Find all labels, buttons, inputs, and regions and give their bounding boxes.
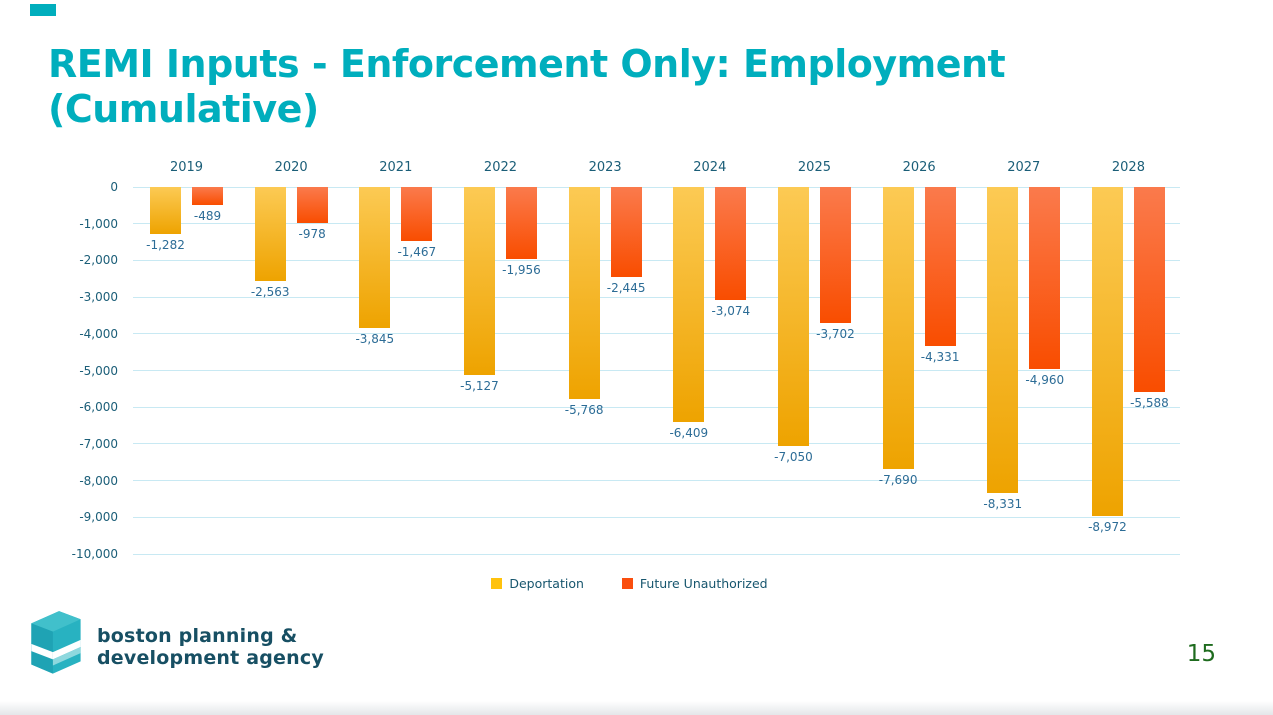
bar-value-label-deportation-2021: -3,845 [355,332,395,347]
bar-value-label-future-unauthorized-2019: -489 [193,208,222,223]
gridline [133,259,1180,261]
x-axis-year-label: 2024 [693,160,727,175]
x-axis-year-label: 2023 [588,160,622,175]
bar-value-label-deportation-2026: -7,690 [878,473,918,488]
bar-value-label-deportation-2024: -6,409 [669,426,709,441]
bar-future-unauthorized-2027 [1029,187,1061,370]
x-axis-year-label: 2025 [797,160,831,175]
bpda-logo: boston planning & development agency [28,608,324,686]
footer-gradient [0,701,1273,715]
y-axis-tick-label: -4,000 [79,326,118,341]
bar-value-label-future-unauthorized-2021: -1,467 [397,244,437,259]
gridline [133,443,1180,445]
y-axis-tick-label: -5,000 [79,363,118,378]
chart-legend: Deportation Future Unauthorized [106,576,1153,591]
bar-deportation-2022 [463,187,495,376]
x-axis-year-label: 2019 [169,160,204,175]
bar-value-label-future-unauthorized-2026: -4,331 [920,349,960,364]
bar-deportation-2026 [882,187,914,470]
bar-value-label-future-unauthorized-2025: -3,702 [816,326,855,341]
bar-value-label-deportation-2025: -7,050 [774,449,813,464]
bar-value-label-deportation-2028: -8,972 [1088,520,1127,535]
gridline [133,333,1180,335]
y-axis-tick-label: -3,000 [79,290,118,305]
x-axis-year-label: 2021 [379,160,413,175]
bar-future-unauthorized-2025 [819,187,851,323]
accent-square [30,4,56,16]
bar-value-label-deportation-2019: -1,282 [146,238,185,253]
legend-label-future-unauthorized: Future Unauthorized [639,576,768,591]
bar-deportation-2025 [777,187,809,446]
gridline [133,406,1180,408]
page-number: 15 [1186,641,1216,667]
bar-value-label-future-unauthorized-2022: -1,956 [502,262,541,277]
y-axis-tick-label: -10,000 [71,547,118,561]
bar-deportation-2024 [673,187,705,423]
legend-label-deportation: Deportation [509,576,584,591]
y-axis-tick-label: -2,000 [79,253,118,268]
gridline [133,223,1180,225]
x-axis-year-label: 2026 [902,160,936,175]
gridline [133,553,1180,555]
y-axis-tick-label: -9,000 [79,510,118,525]
bar-future-unauthorized-2020 [296,187,328,223]
bar-value-label-future-unauthorized-2027: -4,960 [1025,373,1065,388]
bar-future-unauthorized-2024 [715,187,747,300]
bar-future-unauthorized-2028 [1133,187,1165,393]
legend-item-future-unauthorized: Future Unauthorized [621,576,768,591]
bar-deportation-2020 [254,187,286,282]
gridline [133,370,1180,371]
x-axis-year-label: 2028 [1111,160,1145,175]
bpda-cube-icon [31,611,81,674]
gridline [133,296,1180,298]
bar-deportation-2027 [987,187,1019,493]
deportation-swatch-icon [491,578,503,589]
bar-value-label-deportation-2023: -5,768 [564,402,604,417]
bar-value-label-future-unauthorized-2028: -5,588 [1130,396,1169,411]
bar-future-unauthorized-2021 [401,187,433,241]
bar-future-unauthorized-2026 [924,187,956,346]
y-axis-tick-label: -7,000 [79,436,118,451]
future-unauthorized-swatch-icon [621,578,633,589]
bar-deportation-2021 [359,187,391,329]
bar-future-unauthorized-2022 [505,187,537,259]
gridline [133,480,1180,482]
gridline [133,186,1180,188]
bar-value-label-deportation-2020: -2,563 [250,285,290,300]
y-axis-tick-label: -6,000 [79,400,118,415]
legend-item-deportation: Deportation [491,576,584,591]
logo-text-line1: boston planning & [97,624,298,647]
bar-value-label-future-unauthorized-2024: -3,074 [711,303,751,318]
y-axis-tick-label: -1,000 [79,216,118,231]
y-axis-tick-label: -8,000 [79,473,118,488]
x-axis-year-label: 2020 [274,160,308,175]
bar-value-label-future-unauthorized-2023: -2,445 [606,280,646,295]
logo-text-line2: development agency [97,647,324,669]
bar-deportation-2028 [1091,187,1123,517]
x-axis-year-label: 2027 [1007,160,1041,175]
bar-value-label-deportation-2027: -8,331 [983,496,1023,511]
bar-deportation-2023 [568,187,600,399]
gridline [133,516,1180,518]
bar-future-unauthorized-2023 [610,187,642,277]
bar-future-unauthorized-2019 [192,187,223,205]
slide-title: REMI Inputs - Enforcement Only: Employme… [48,42,1006,131]
bar-value-label-future-unauthorized-2020: -978 [298,226,326,241]
bar-value-label-deportation-2022: -5,127 [460,379,499,394]
x-axis-year-label: 2022 [483,160,518,175]
y-axis-tick-label: 0 [110,180,118,194]
bpda-logo-text: boston planning & development agency [97,625,324,669]
bar-deportation-2019 [150,187,181,235]
